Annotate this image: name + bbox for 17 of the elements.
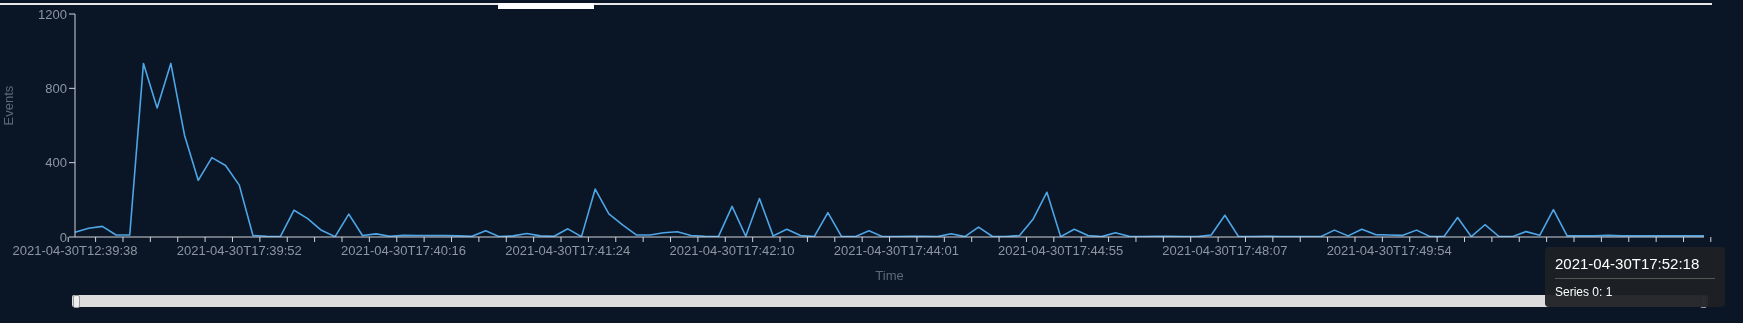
y-tick-label: 400 [45,155,67,171]
x-tick-label: 2021-04-30T17:41:24 [505,243,631,258]
y-axis-title: Events [0,85,16,126]
text: 2021-04-30T17:52:18 [1555,247,1715,279]
text: Series 0: 1 [1555,284,1614,299]
x-tick-label: 2021-04-30T17:44:55 [998,243,1124,258]
x-axis-title: Time [875,268,904,284]
x-tick-label: 2021-04-30T17:48:07 [1162,243,1288,258]
x-tick-label: 2021-04-30T17:40:16 [341,243,467,258]
x-tick-label: 2021-04-30T17:42:10 [669,243,795,258]
y-tick-label: 1200 [38,6,67,22]
x-tick-label: 2021-04-30T17:44:01 [833,243,959,258]
x-tick-label: 2021-04-30T17:39:52 [176,243,302,258]
y-tick-label: 0 [59,229,67,245]
y-tick-label: 800 [45,80,67,96]
x-tick-label: 2021-04-30T17:49:54 [1326,243,1452,258]
x-tick-label: 2021-04-30T12:39:38 [12,243,138,258]
